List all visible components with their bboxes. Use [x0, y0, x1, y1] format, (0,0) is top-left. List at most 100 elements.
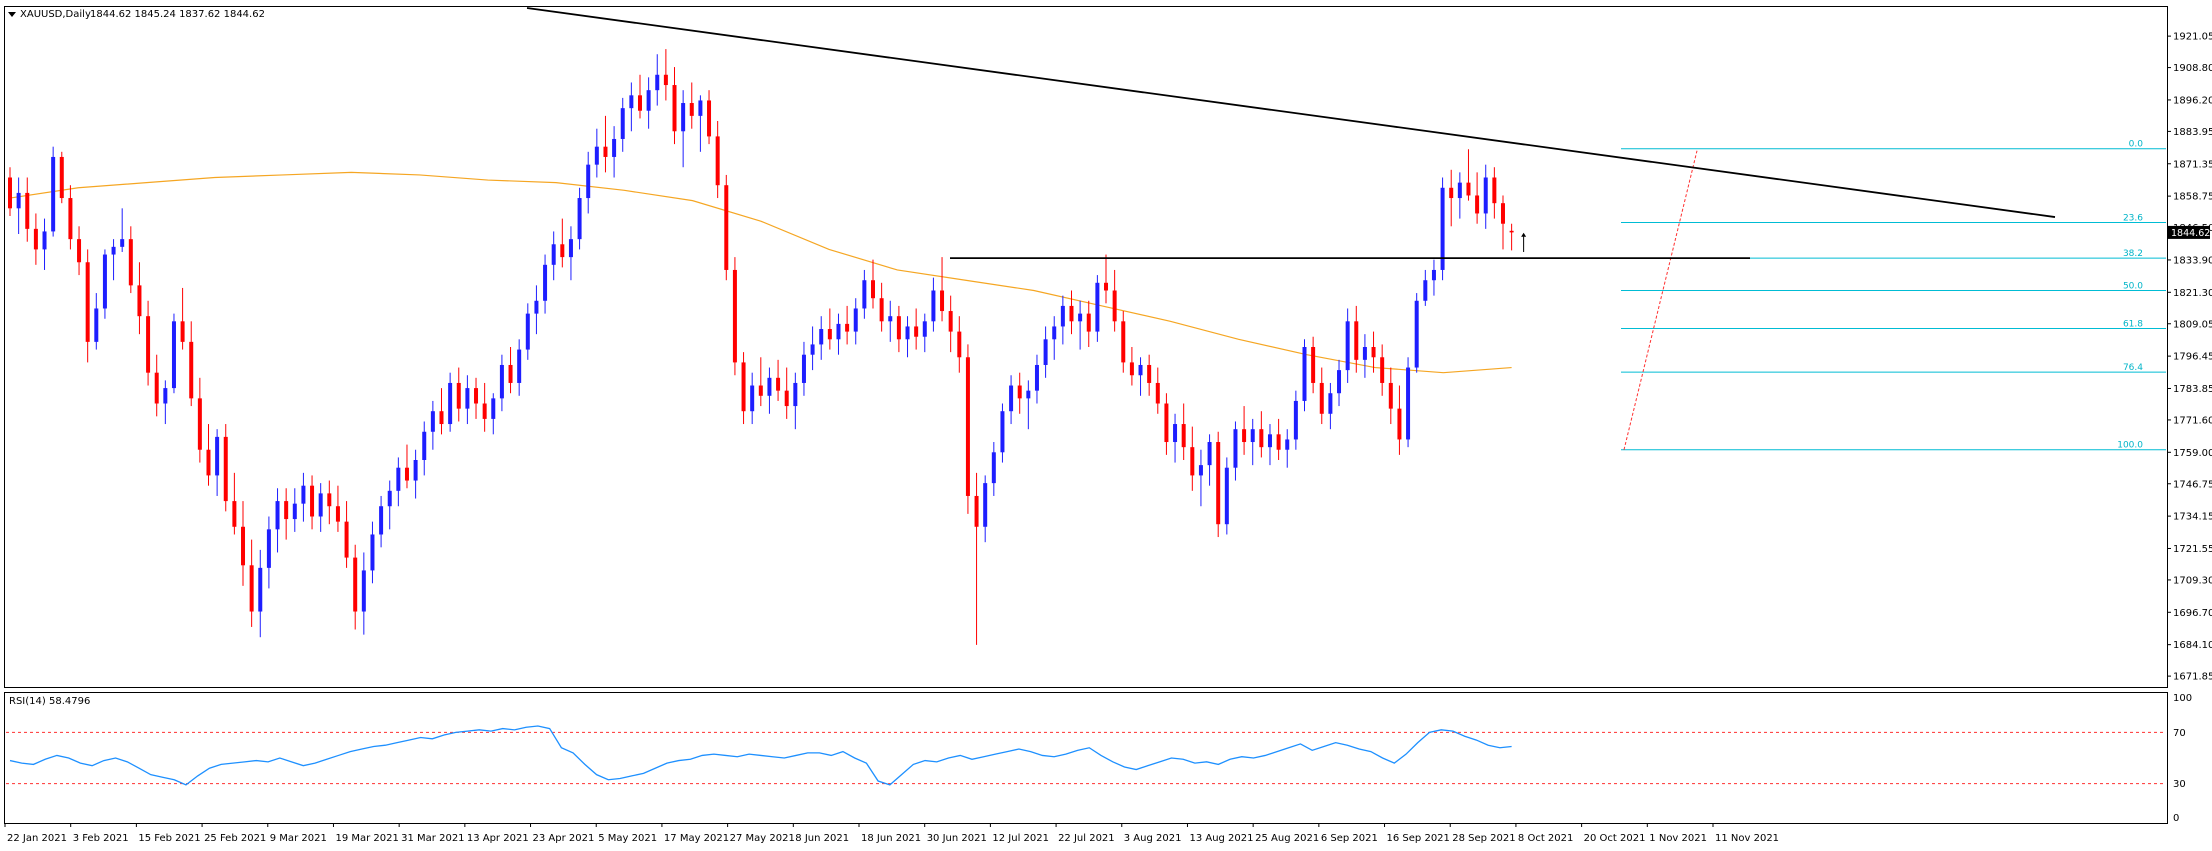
- candle-body: [965, 357, 970, 496]
- date-tick-label: 8 Jun 2021: [795, 833, 849, 844]
- candle-body: [1475, 195, 1480, 214]
- candle-body: [482, 403, 487, 419]
- candle: [1328, 382, 1333, 430]
- candle: [758, 357, 763, 407]
- candle-body: [474, 388, 479, 404]
- candle: [1026, 380, 1031, 430]
- candle: [1285, 429, 1290, 468]
- candle: [94, 293, 99, 350]
- candle: [292, 488, 297, 532]
- price-tick-label: 1921.05: [2173, 32, 2212, 43]
- candle-body: [905, 326, 910, 340]
- candle: [888, 300, 893, 342]
- candle: [1388, 367, 1393, 425]
- candle-body: [715, 136, 720, 186]
- candle-body: [1302, 347, 1307, 401]
- candle-body: [767, 377, 772, 396]
- candle: [586, 151, 591, 214]
- candle: [1060, 295, 1065, 345]
- candle-body: [1380, 357, 1385, 383]
- price-tick-label: 1871.35: [2173, 159, 2212, 170]
- candle: [275, 488, 280, 553]
- candle: [310, 475, 315, 530]
- candle-body: [732, 269, 737, 363]
- ma-line: [9, 171, 1512, 374]
- candle: [776, 359, 781, 401]
- candle: [1440, 177, 1445, 281]
- candle: [603, 115, 608, 173]
- candle: [491, 393, 496, 435]
- candle-body: [931, 290, 936, 322]
- candle: [482, 382, 487, 432]
- fib-level-label: 38.2: [2123, 249, 2143, 259]
- candle: [8, 167, 12, 217]
- candle-body: [1276, 434, 1281, 450]
- price-tick-label: 1908.80: [2173, 63, 2212, 74]
- candle-body: [344, 521, 349, 558]
- symbol-dropdown-icon[interactable]: [8, 12, 16, 17]
- candle-body: [223, 436, 228, 502]
- candle: [1466, 149, 1471, 201]
- candle: [957, 316, 962, 373]
- candle-body: [948, 311, 953, 332]
- candle-body: [1138, 364, 1143, 376]
- candle: [896, 305, 901, 353]
- candle: [379, 495, 384, 548]
- candle: [1250, 418, 1255, 466]
- candle-body: [594, 146, 599, 165]
- ohlc-values: 1844.62 1845.24 1837.62 1844.62: [90, 9, 265, 20]
- candle: [1371, 331, 1376, 373]
- candle: [51, 146, 56, 237]
- date-tick-label: 17 May 2021: [664, 833, 729, 844]
- candle-body: [1362, 347, 1367, 360]
- date-tick-label: 31 Mar 2021: [401, 833, 464, 844]
- candle-body: [42, 231, 47, 250]
- candle-body: [1000, 411, 1005, 453]
- candle-body: [922, 321, 927, 337]
- candle-body: [525, 313, 530, 350]
- candle-body: [750, 385, 755, 412]
- candle: [1380, 344, 1385, 396]
- candle-body: [439, 411, 444, 425]
- candle-body: [491, 398, 496, 419]
- candle: [1164, 393, 1169, 455]
- candle: [456, 367, 461, 422]
- candle: [1233, 421, 1238, 481]
- candle-body: [1104, 282, 1109, 291]
- candle-body: [663, 74, 668, 86]
- candle: [120, 208, 125, 252]
- candle-body: [387, 490, 392, 507]
- rsi-header: RSI(14) 58.4796: [9, 696, 90, 707]
- candle-body: [404, 467, 409, 481]
- candle: [801, 341, 806, 396]
- candle-body: [957, 331, 962, 358]
- descending-trendline[interactable]: [526, 7, 2056, 218]
- candle-body: [940, 290, 945, 312]
- candle-body: [353, 557, 358, 612]
- candle: [620, 97, 625, 152]
- candle-body: [741, 362, 746, 412]
- candle-body: [85, 262, 90, 342]
- candle-body: [983, 483, 988, 527]
- candle: [629, 82, 634, 132]
- candle: [663, 49, 668, 101]
- candle-body: [568, 239, 573, 258]
- candle: [784, 367, 789, 419]
- candle-body: [1449, 187, 1454, 199]
- candle: [1216, 431, 1221, 538]
- candle: [1319, 367, 1324, 425]
- date-tick-label: 12 Jul 2021: [992, 833, 1049, 844]
- candle-body: [551, 244, 556, 265]
- candle: [750, 372, 755, 425]
- candle-body: [508, 364, 513, 383]
- candle-body: [845, 323, 850, 332]
- candle-body: [16, 192, 21, 209]
- candle-body: [1500, 203, 1505, 224]
- candle: [137, 262, 142, 335]
- candle: [819, 316, 824, 360]
- price-tick-label: 1696.70: [2173, 608, 2212, 619]
- candle: [396, 457, 401, 507]
- candle-body: [871, 280, 875, 299]
- candle-body: [284, 501, 289, 520]
- candle-body: [1190, 447, 1195, 476]
